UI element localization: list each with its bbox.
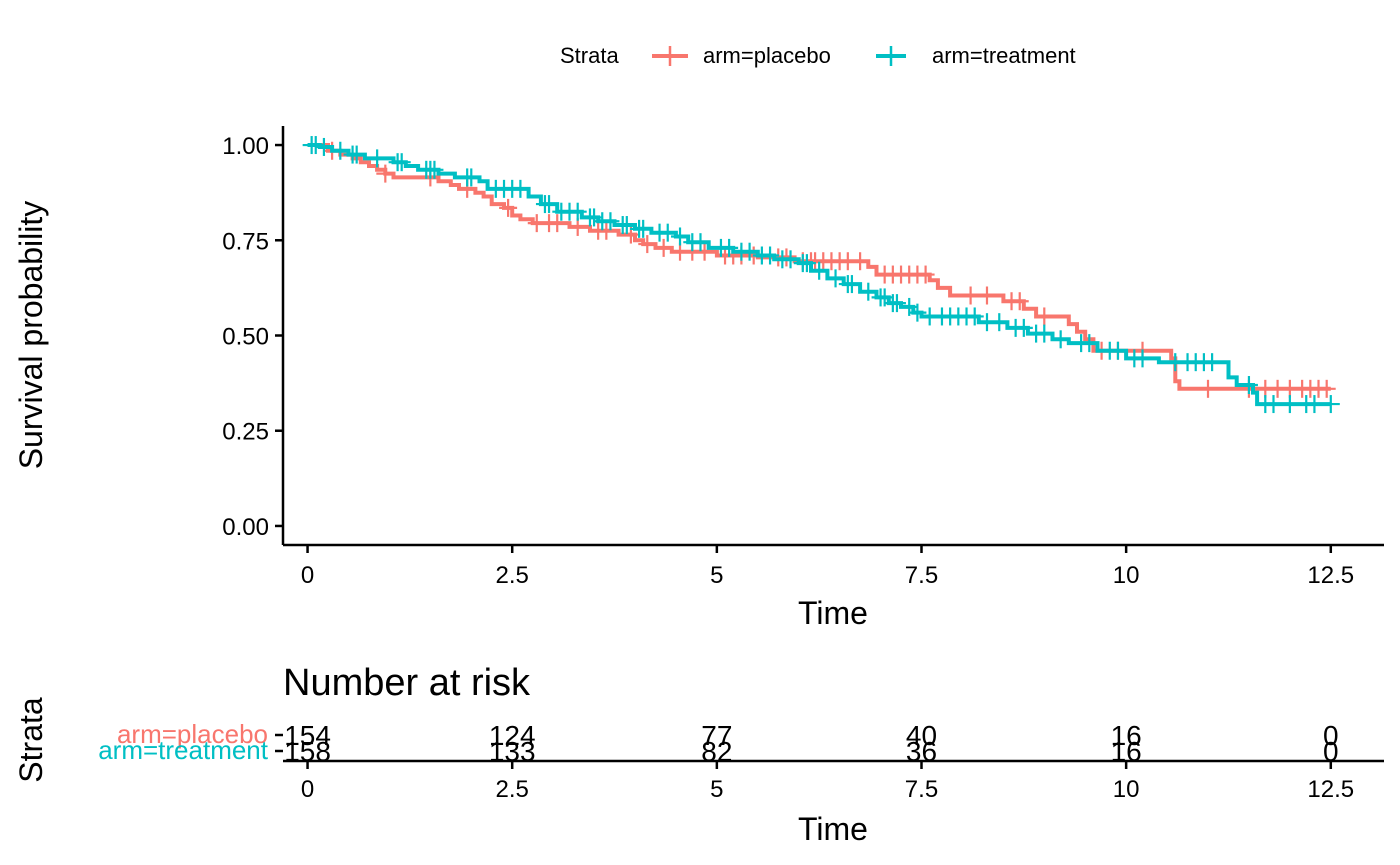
- x-tick-label: 5: [710, 562, 723, 589]
- series-placebo: [307, 141, 1336, 398]
- x-tick-label: 2.5: [496, 562, 529, 589]
- risk-y-axis-title: Strata: [13, 697, 49, 783]
- x-axis-title: Time: [798, 595, 868, 631]
- y-tick-label: 0.50: [222, 324, 269, 351]
- risk-count: 77: [701, 720, 732, 751]
- risk-count: 154: [284, 720, 331, 751]
- x-tick-label: 12.5: [1307, 562, 1354, 589]
- y-tick-label: 1.00: [222, 133, 269, 160]
- risk-count: 0: [1323, 720, 1339, 751]
- risk-table-title: Number at risk: [283, 662, 531, 704]
- legend-item-treatment: arm=treatment: [876, 43, 1076, 68]
- legend-label-placebo: arm=placebo: [703, 43, 831, 68]
- x-tick-label: 7.5: [905, 562, 938, 589]
- legend-label-treatment: arm=treatment: [932, 43, 1076, 68]
- risk-row-label: arm=placebo: [117, 719, 268, 749]
- x-tick-label: 10: [1113, 562, 1140, 589]
- legend-item-placebo: arm=placebo: [652, 43, 831, 68]
- risk-count: 0: [1323, 736, 1339, 767]
- risk-x-tick-label: 0: [301, 776, 314, 803]
- y-ticks: 0.00 0.25 0.50 0.75 1.00: [222, 133, 283, 541]
- x-tick-label: 0: [301, 562, 314, 589]
- y-tick-label: 0.75: [222, 228, 269, 255]
- y-axis-title: Survival probability: [13, 201, 49, 470]
- series-layer: [302, 136, 1340, 414]
- y-tick-label: 0.25: [222, 419, 269, 446]
- risk-x-ticks: 0 2.5 5 7.5 10 12.5: [301, 761, 1354, 803]
- x-ticks: 0 2.5 5 7.5 10 12.5: [301, 545, 1354, 589]
- survival-plot: 0.00 0.25 0.50 0.75 1.00 0 2.5 5 7.5 10 12.5 Time…: [13, 126, 1384, 631]
- legend: Strata arm=placebo arm=treatment: [560, 43, 1076, 68]
- series-treatment: [302, 136, 1340, 414]
- risk-count: 16: [1111, 720, 1142, 751]
- risk-count: 40: [906, 720, 937, 751]
- risk-x-tick-label: 10: [1113, 776, 1140, 803]
- risk-x-tick-label: 7.5: [905, 776, 938, 803]
- risk-x-tick-label: 5: [710, 776, 723, 803]
- risk-row-label: arm=treatment: [98, 735, 269, 765]
- legend-title: Strata: [560, 43, 619, 68]
- y-tick-label: 0.00: [222, 514, 269, 541]
- risk-x-tick-label: 2.5: [496, 776, 529, 803]
- risk-table: Number at risk arm=placebo 154 124 77 40 16 0 a…: [13, 662, 1384, 847]
- risk-x-tick-label: 12.5: [1307, 776, 1354, 803]
- risk-x-axis-title: Time: [798, 811, 868, 847]
- risk-count: 124: [489, 720, 536, 751]
